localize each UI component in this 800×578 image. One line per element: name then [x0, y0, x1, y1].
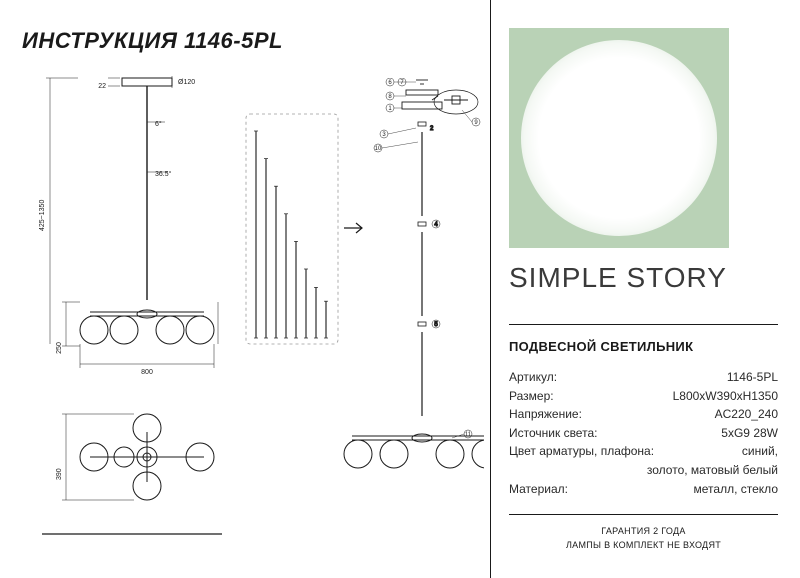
spec-value: AC220_240 — [715, 405, 778, 424]
spec-spacer — [554, 387, 673, 406]
spec-list: Артикул:1146-5PLРазмер:L800xW390xH1350На… — [509, 368, 778, 442]
dim-width: 800 — [141, 369, 153, 376]
svg-text:11: 11 — [465, 432, 472, 438]
page-title: ИНСТРУКЦИЯ 1146-5PL — [22, 28, 474, 54]
angle-b: 36.5° — [155, 170, 172, 178]
svg-text:10: 10 — [375, 146, 382, 152]
svg-text:6: 6 — [388, 80, 392, 86]
dim-390: 390 — [56, 468, 63, 480]
moon-icon — [521, 40, 717, 236]
spec-spacer — [557, 368, 727, 387]
footer-line1: ГАРАНТИЯ 2 ГОДА — [509, 525, 778, 539]
spec-value: 1146-5PL — [727, 368, 778, 387]
spec-color-v1: синий, — [742, 442, 778, 461]
assembly-diagram: 6 7 8 1 3 10 9 — [244, 78, 484, 528]
spec-label: Артикул: — [509, 368, 557, 387]
spec-label: Источник света: — [509, 424, 597, 443]
spec-row: Артикул: 1146-5PL — [509, 368, 778, 387]
svg-text:4: 4 — [434, 222, 438, 228]
spec-row: Размер: L800xW390xH1350 — [509, 387, 778, 406]
spec-color: Цвет арматуры, плафона: синий, золото, м… — [509, 442, 778, 479]
spec-label: Напряжение: — [509, 405, 582, 424]
spec-spacer — [597, 424, 721, 443]
svg-text:9: 9 — [474, 120, 478, 126]
svg-text:7: 7 — [400, 80, 404, 86]
spec-value: L800xW390xH1350 — [673, 387, 778, 406]
svg-text:8: 8 — [388, 94, 392, 100]
diagram-area: Ø120 22 6° 36.5° — [22, 72, 474, 542]
left-panel: ИНСТРУКЦИЯ 1146-5PL Ø120 22 6° — [0, 0, 490, 578]
right-panel: SIMPLE STORY ПОДВЕСНОЙ СВЕТИЛЬНИК Артику… — [490, 0, 800, 578]
product-type: ПОДВЕСНОЙ СВЕТИЛЬНИК — [509, 324, 778, 354]
svg-text:1: 1 — [388, 106, 392, 112]
logo-box — [509, 28, 729, 248]
footer: ГАРАНТИЯ 2 ГОДА ЛАМПЫ В КОМПЛЕКТ НЕ ВХОД… — [509, 514, 778, 552]
footer-line2: ЛАМПЫ В КОМПЛЕКТ НЕ ВХОДЯТ — [509, 539, 778, 553]
spec-row: Источник света: 5xG9 28W — [509, 424, 778, 443]
angle-a: 6° — [155, 120, 162, 128]
spec-color-v2: золото, матовый белый — [509, 461, 778, 480]
spec-label: Размер: — [509, 387, 554, 406]
spec-material-value: металл, стекло — [694, 480, 778, 499]
svg-text:2: 2 — [430, 126, 434, 132]
spec-spacer — [582, 405, 715, 424]
svg-text:3: 3 — [382, 132, 386, 138]
dim-top-h: 22 — [98, 83, 106, 90]
spec-material-label: Материал: — [509, 480, 568, 499]
svg-text:5: 5 — [434, 322, 438, 328]
spec-value: 5xG9 28W — [721, 424, 778, 443]
spec-material: Материал: металл, стекло — [509, 480, 778, 499]
blueprint-diagram: Ø120 22 6° 36.5° — [22, 72, 232, 542]
dim-250: 250 — [56, 342, 63, 354]
dim-height: 425~1350 — [39, 200, 46, 231]
spec-row: Напряжение: AC220_240 — [509, 405, 778, 424]
dim-diameter: Ø120 — [178, 79, 195, 86]
brand-name: SIMPLE STORY — [509, 262, 778, 294]
spec-color-label: Цвет арматуры, плафона: — [509, 442, 654, 461]
